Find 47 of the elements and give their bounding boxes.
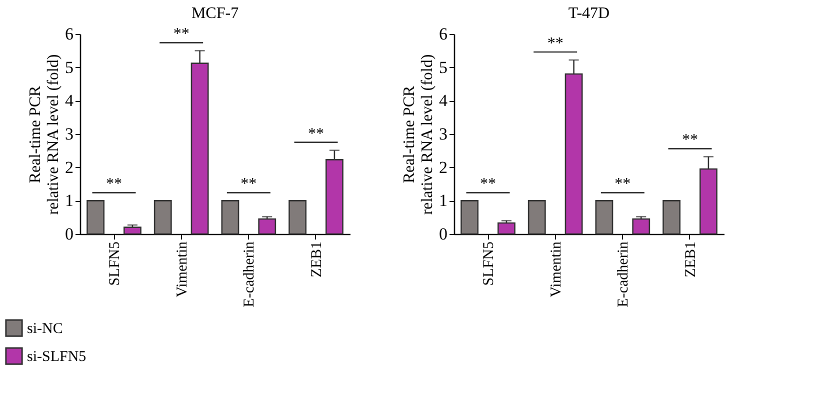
y-axis-title: Real-time PCR relative RNA level (fold) <box>401 54 436 215</box>
x-tick-label: ZEB1 <box>308 242 325 278</box>
annotation: ** <box>173 26 190 43</box>
y-tick-label: 1 <box>65 191 74 210</box>
y-axis-title: Real-time PCR relative RNA level (fold) <box>27 54 62 215</box>
bar <box>595 200 614 235</box>
legend-label: si-SLFN5 <box>27 349 86 365</box>
x-tick-label: Vimentin <box>174 241 190 298</box>
y-tick-label: 2 <box>65 158 74 177</box>
annotation: ** <box>106 176 122 193</box>
bar <box>258 218 276 235</box>
annotation: ** <box>308 125 324 142</box>
y-tick-label: 2 <box>439 158 448 177</box>
annotation: ** <box>547 35 564 52</box>
x-tick-label: ZEB1 <box>682 242 699 278</box>
bar <box>86 200 104 235</box>
y-tick-label: 6 <box>65 24 74 44</box>
bar <box>221 200 240 235</box>
y-tick-label: 5 <box>439 58 448 77</box>
y-tick-label: 0 <box>439 224 448 244</box>
bar <box>498 222 516 235</box>
y-tick-label: 1 <box>439 191 448 210</box>
bar <box>460 200 478 235</box>
bar <box>632 218 650 235</box>
chart-title: MCF-7 <box>191 5 239 22</box>
x-tick-label: E-cadherin <box>616 241 632 308</box>
x-tick-label: Vimentin <box>548 241 564 298</box>
y-tick-label: 4 <box>439 91 448 110</box>
x-tick-label: SLFN5 <box>481 242 498 286</box>
annotation: ** <box>240 176 257 193</box>
annotation: ** <box>614 176 631 193</box>
bar <box>154 200 172 235</box>
x-tick-label: SLFN5 <box>107 242 123 286</box>
y-tick-label: 4 <box>65 91 74 110</box>
bar <box>662 200 680 235</box>
x-tick-label: E-cadherin <box>242 241 258 308</box>
y-tick-label: 6 <box>439 24 448 44</box>
legend-label: si-NC <box>27 321 63 337</box>
y-tick-label: 0 <box>65 224 74 244</box>
y-tick-label: 3 <box>65 124 74 144</box>
y-tick-label: 5 <box>65 58 74 77</box>
annotation: ** <box>480 176 496 193</box>
annotation: ** <box>682 132 698 149</box>
bar <box>288 200 306 235</box>
y-tick-label: 3 <box>439 124 448 144</box>
bar <box>528 200 546 235</box>
chart-title: T-47D <box>568 5 610 22</box>
